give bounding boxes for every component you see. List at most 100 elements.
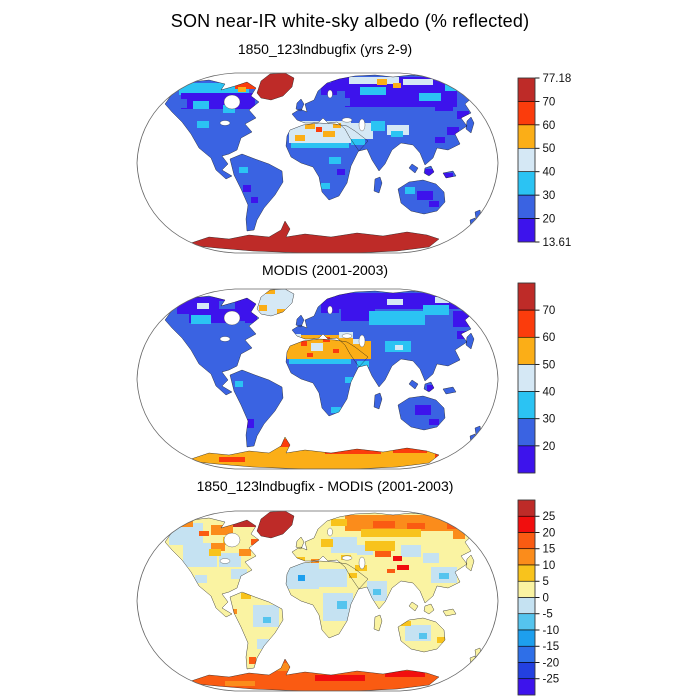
data-cell [337, 169, 345, 175]
data-cell [231, 609, 237, 614]
data-cell [349, 123, 373, 139]
data-cell [349, 341, 371, 359]
data-cell [235, 381, 243, 387]
map-outline [136, 510, 499, 692]
data-cell [403, 79, 433, 85]
data-cell [349, 77, 399, 84]
colorbar-segment [517, 515, 536, 533]
colorbar-label: 20 [543, 441, 556, 453]
colorbar-modis-albedo: 70 60 50 40 30 20 [517, 282, 582, 474]
data-cell [275, 439, 309, 447]
colorbar-label: 15 [543, 544, 556, 556]
colorbar-label: -25 [543, 674, 560, 686]
colorbar-label: -15 [543, 641, 560, 653]
data-cell [199, 531, 209, 536]
data-cell [195, 575, 207, 583]
data-cell [417, 191, 433, 200]
colorbar-label: -10 [543, 625, 560, 637]
data-cell [277, 309, 285, 314]
colorbar-segment [517, 364, 536, 392]
colorbar-label: 60 [543, 332, 556, 344]
data-cell [425, 169, 437, 175]
data-cell [289, 359, 351, 364]
panel2-subtitle: MODIS (2001-2003) [261, 262, 389, 278]
region-greenland [257, 289, 294, 316]
region-newzealand [470, 648, 481, 665]
data-cell [377, 79, 387, 85]
data-cell [257, 639, 269, 649]
colorbar-segment [517, 678, 536, 696]
colorbar-segment [517, 532, 536, 550]
data-cell [439, 573, 449, 579]
region-southamerica [230, 154, 283, 231]
lake [219, 558, 231, 564]
data-cell [415, 405, 431, 415]
colorbar-label: 20 [543, 527, 556, 539]
data-cell [295, 135, 305, 141]
data-cell [395, 345, 403, 350]
panel3-subtitle: 1850_123lndbugfix - MODIS (2001-2003) [196, 478, 454, 494]
data-cell [385, 671, 425, 677]
data-cell [419, 93, 441, 101]
data-cell [223, 105, 235, 113]
data-cell [331, 537, 357, 553]
data-cell [315, 675, 365, 681]
data-cell [251, 197, 258, 203]
data-cell [397, 565, 409, 570]
figure-title: SON near-IR white-sky albedo (% reflecte… [170, 11, 530, 31]
data-cell [393, 556, 402, 561]
data-cell [173, 99, 187, 108]
lake [223, 532, 241, 548]
colorbar-label: 25 [543, 511, 556, 523]
region-newguinea [443, 609, 456, 616]
data-cell [453, 531, 465, 539]
lake [341, 333, 353, 339]
data-cell [423, 305, 449, 315]
map-outline [136, 72, 499, 254]
colorbar-segment [517, 662, 536, 680]
data-cell [331, 519, 347, 526]
data-cell [235, 75, 257, 89]
data-cell [337, 601, 347, 609]
colorbar-label: 40 [543, 387, 556, 399]
map-difference [136, 510, 499, 692]
region-newzealand [470, 426, 481, 443]
data-cell [329, 157, 341, 164]
data-cell [301, 341, 307, 346]
region-japan [466, 117, 474, 133]
data-cell [387, 569, 395, 573]
data-cell [333, 123, 341, 128]
data-cell [219, 301, 235, 309]
colorbar-label: 0 [543, 592, 549, 604]
data-cell [357, 361, 369, 367]
colorbar-difference: 25 20 15 10 5 0 -5 -10 -15 -20 -25 [517, 499, 582, 696]
coastlines [164, 511, 482, 691]
lake [358, 556, 366, 570]
data-cell [289, 334, 301, 341]
data-cell [391, 131, 403, 137]
region-greenland [257, 511, 294, 538]
data-cell [443, 173, 453, 179]
data-cell [453, 311, 473, 327]
data-cell [427, 385, 439, 391]
data-cell [405, 187, 415, 194]
data-cell [365, 541, 395, 551]
data-cell [349, 573, 357, 578]
data-cell [351, 139, 365, 145]
data-cell [325, 449, 381, 454]
data-cell [307, 353, 313, 357]
data-cell [230, 511, 262, 527]
colorbar-segment [517, 171, 536, 196]
data-cell [239, 549, 251, 556]
data-cell [253, 605, 279, 627]
data-cell [435, 137, 445, 143]
data-cell [321, 297, 339, 313]
data-cell [387, 299, 403, 305]
data-cell [249, 657, 256, 664]
data-cell [353, 339, 363, 344]
map-model-albedo [136, 72, 499, 254]
data-cell [457, 111, 469, 119]
lake [327, 527, 333, 537]
data-cell [437, 637, 445, 643]
